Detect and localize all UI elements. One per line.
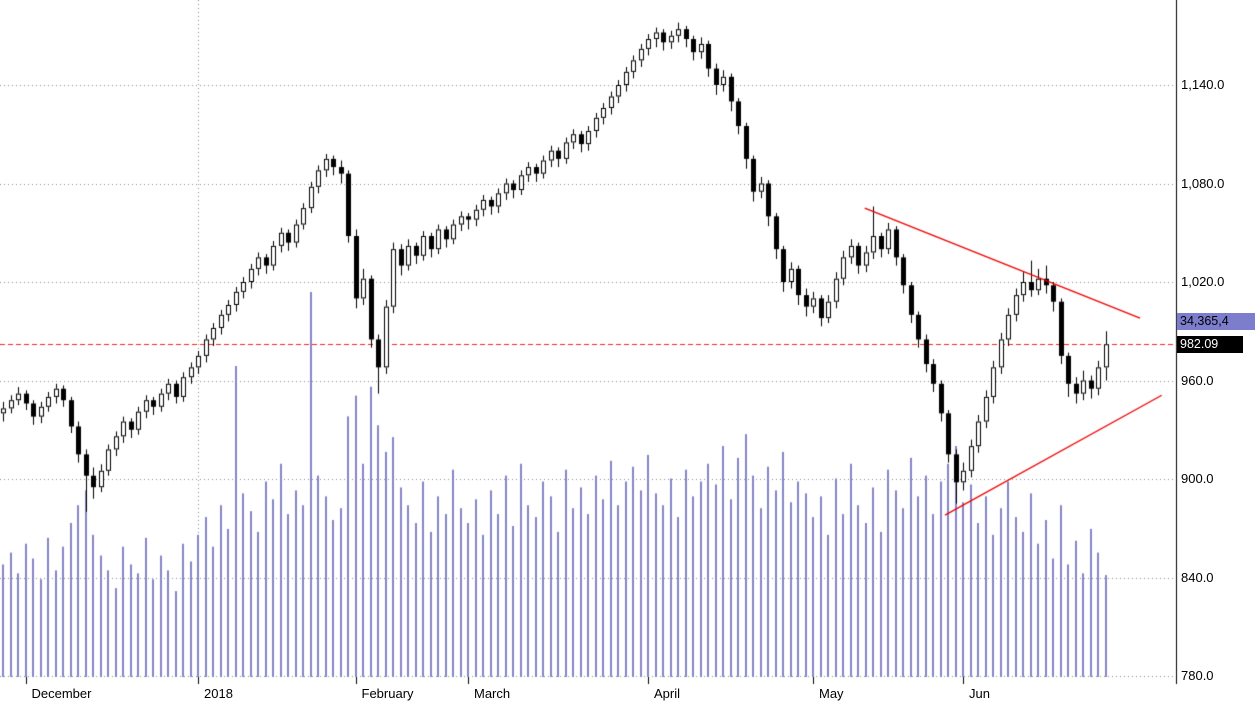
price-axis-label: 1,080.0	[1181, 175, 1225, 191]
time-axis-label: March	[474, 686, 511, 701]
price-axis-label: 1,020.0	[1181, 274, 1225, 289]
time-axis-label: May	[819, 686, 844, 701]
time-axis-label: 2018	[204, 686, 233, 701]
time-axis-label: April	[654, 686, 681, 701]
last-price-badge: 982.09	[1177, 336, 1243, 353]
price-axis-label: 960.0	[1181, 372, 1214, 388]
time-axis-label: February	[361, 686, 414, 701]
price-axis-label: 900.0	[1181, 471, 1214, 486]
time-axis-label: Jun	[969, 686, 990, 701]
price-axis-label: 1,140.0	[1181, 77, 1225, 92]
last-price-label: 982.09	[1180, 337, 1219, 351]
price-axis-label: 780.0	[1181, 668, 1214, 683]
time-axis-label: December	[31, 686, 92, 701]
volume-value-label: 34,365,4	[1180, 314, 1229, 328]
volume-value-badge: 34,365,4	[1177, 313, 1255, 330]
price-axis-label: 840.0	[1181, 569, 1214, 585]
